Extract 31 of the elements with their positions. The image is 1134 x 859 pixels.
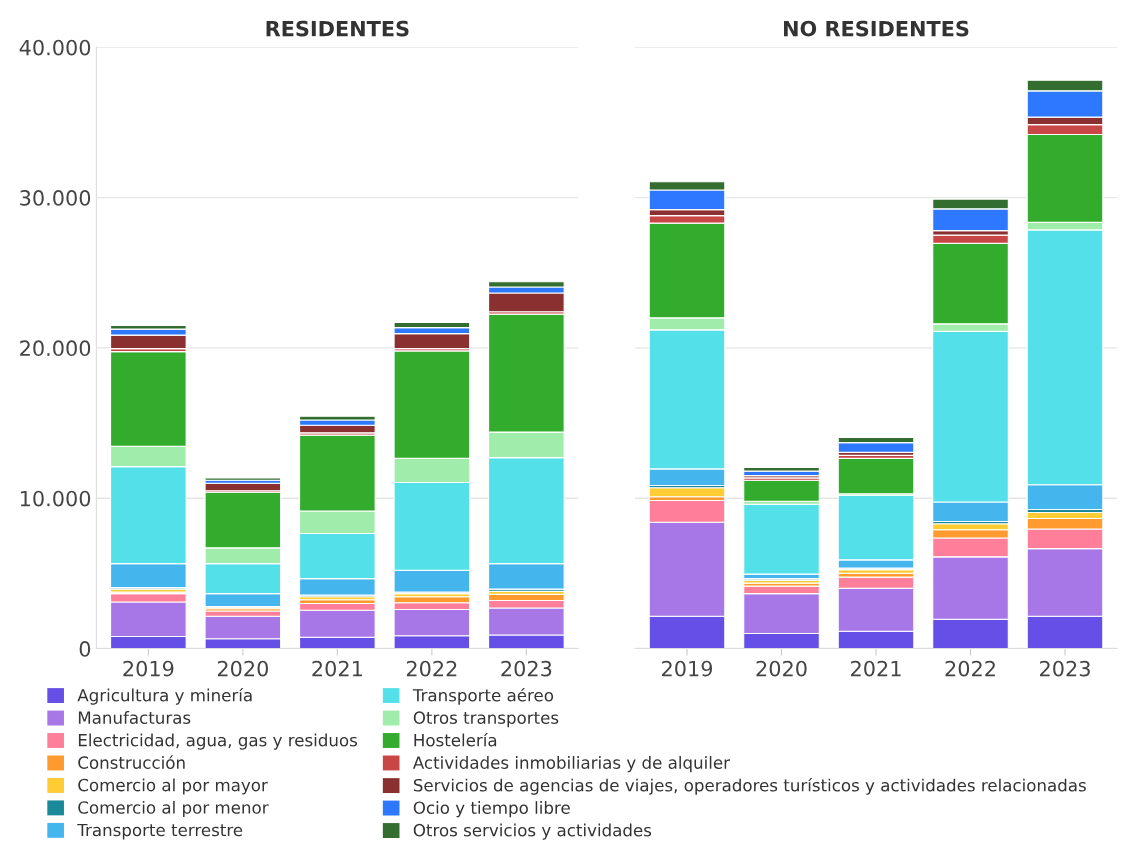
x-tick-label: 2020 xyxy=(756,660,807,677)
legend-label: Comercio al por menor xyxy=(78,800,269,818)
legend-label: Agricultura y minería xyxy=(77,687,252,705)
y-tick-label: 20.000 xyxy=(20,340,91,357)
legend-label: Otros transportes xyxy=(413,711,559,728)
legend-label: Comercio al por mayor xyxy=(78,778,268,795)
x-tick-label: 2023 xyxy=(1040,660,1090,677)
x-tick-label: 2021 xyxy=(312,660,362,677)
legend-label: Servicios de agencias de viajes, operadores turísticos y actividades relacionadas xyxy=(413,777,1086,795)
legend-label: Actividades inmobiliarias y de alquiler xyxy=(412,756,730,773)
chart-title: RESIDENTES xyxy=(266,20,409,37)
y-tick-label: 30.000 xyxy=(20,190,91,206)
y-tick-label: 0 xyxy=(79,641,91,657)
legend-label: Transporte aéreo xyxy=(412,687,554,705)
legend-label: Electricidad, agua, gas y residuos xyxy=(78,733,358,750)
legend-label: Construcción xyxy=(78,755,185,769)
legend-label: Manufacturas xyxy=(78,711,191,724)
chart-title: NO RESIDENTES xyxy=(784,20,969,37)
x-tick-label: 2022 xyxy=(945,660,995,677)
x-tick-label: 2021 xyxy=(851,660,901,677)
x-tick-label: 2020 xyxy=(217,660,268,677)
legend-label: Ocio y tiempo libre xyxy=(413,801,570,818)
x-tick-label: 2019 xyxy=(123,660,174,677)
legend-label: Hostelería xyxy=(414,732,497,747)
x-tick-label: 2022 xyxy=(406,660,457,677)
legend-label: Transporte terrestre xyxy=(77,823,243,840)
x-tick-label: 2019 xyxy=(662,660,713,677)
y-tick-label: 40.000 xyxy=(19,39,91,56)
legend-label: Otros servicios y actividades xyxy=(413,823,652,840)
y-tick-label: 10.000 xyxy=(20,490,91,507)
x-tick-label: 2023 xyxy=(501,660,552,677)
